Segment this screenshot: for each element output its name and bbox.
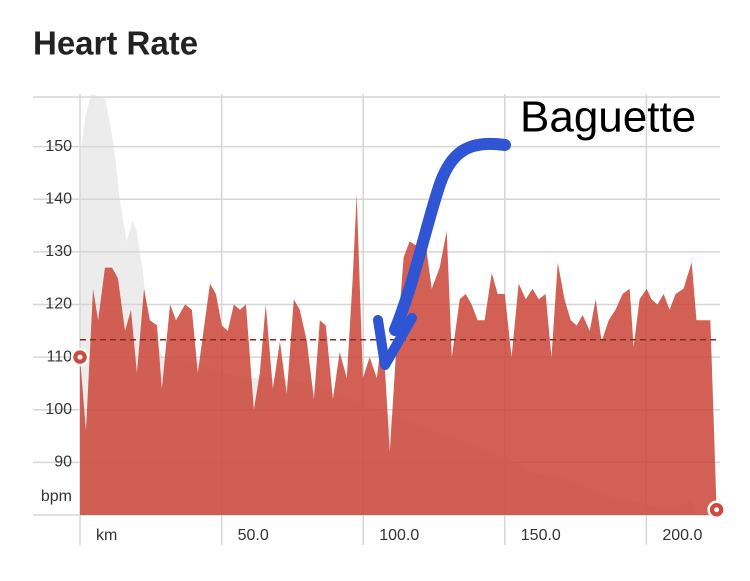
y-tick-label: 100: [45, 401, 72, 418]
x-tick-label: 100.0: [379, 527, 419, 544]
arrow-head: [373, 313, 417, 370]
annotation: Baguette: [520, 93, 696, 142]
point-dot: [714, 507, 720, 513]
y-tick-label: 110: [46, 348, 72, 365]
arrow: [389, 137, 511, 336]
y-tick-label: 120: [45, 296, 72, 313]
y-tick-label: 90: [54, 454, 72, 471]
x-tick-label: km: [96, 527, 117, 544]
y-tick-label: 130: [45, 243, 72, 260]
y-tick-label: 140: [45, 190, 72, 207]
point-dot: [77, 354, 83, 360]
chart-title: Heart Rate: [33, 25, 198, 62]
plot: bpm 90 100 110 120 130 140 150 km 50.0 100.0 150.0 2…: [33, 94, 726, 545]
x-tick-label: 200.0: [662, 527, 702, 544]
x-tick-label: 150.0: [521, 527, 561, 544]
y-tick-label: 150: [45, 138, 72, 155]
x-tick-label: 50.0: [238, 527, 269, 544]
area: [80, 193, 717, 516]
y-tick-label: bpm: [41, 488, 72, 505]
